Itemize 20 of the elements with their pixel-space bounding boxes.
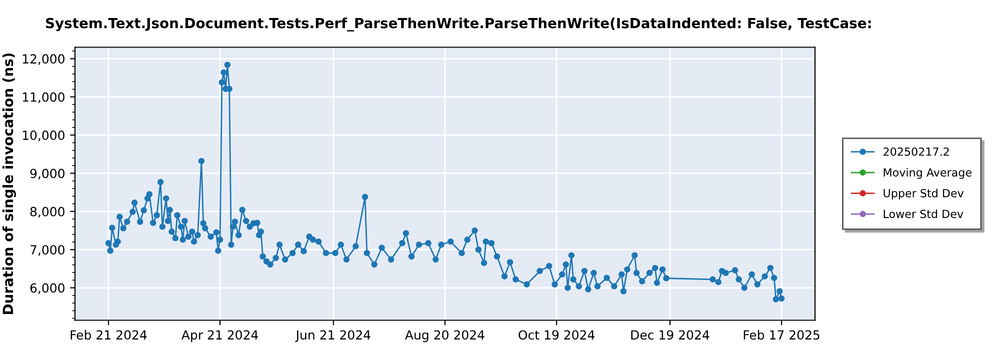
y-axis-title: Duration of single invocation (ns) [2, 53, 16, 314]
y-tick-label: 9,000 [30, 168, 64, 180]
legend-label: Lower Std Dev [884, 210, 964, 218]
x-tick-label: Jun 21 2024 [295, 330, 370, 342]
y-tick-label: 10,000 [22, 130, 64, 142]
x-tick-label: Feb 21 2024 [70, 330, 147, 340]
x-tick-label: Aug 20 2024 [405, 330, 484, 342]
y-tick-label: 7,000 [30, 245, 64, 256]
x-tick-label: Feb 17 2025 [744, 330, 820, 340]
y-tick-label: 6,000 [30, 283, 64, 294]
chart-title: System.Text.Json.Document.Tests.Perf_ParseThenWrite.ParseThenWrite(IsDataIndented: False, TestCase: [46, 18, 871, 32]
legend-label: 20250217.2 [884, 147, 949, 156]
legend-label: Moving Average [884, 168, 972, 179]
y-tick-label: 12,000 [22, 54, 64, 65]
legend-label: Upper Std Dev [884, 188, 964, 200]
x-tick-label: Apr 21 2024 [181, 330, 258, 342]
x-tick-label: Dec 19 2024 [631, 330, 710, 340]
y-tick-label: 11,000 [22, 92, 64, 104]
y-tick-label: 8,000 [30, 206, 64, 218]
x-tick-label: Oct 19 2024 [518, 330, 594, 340]
